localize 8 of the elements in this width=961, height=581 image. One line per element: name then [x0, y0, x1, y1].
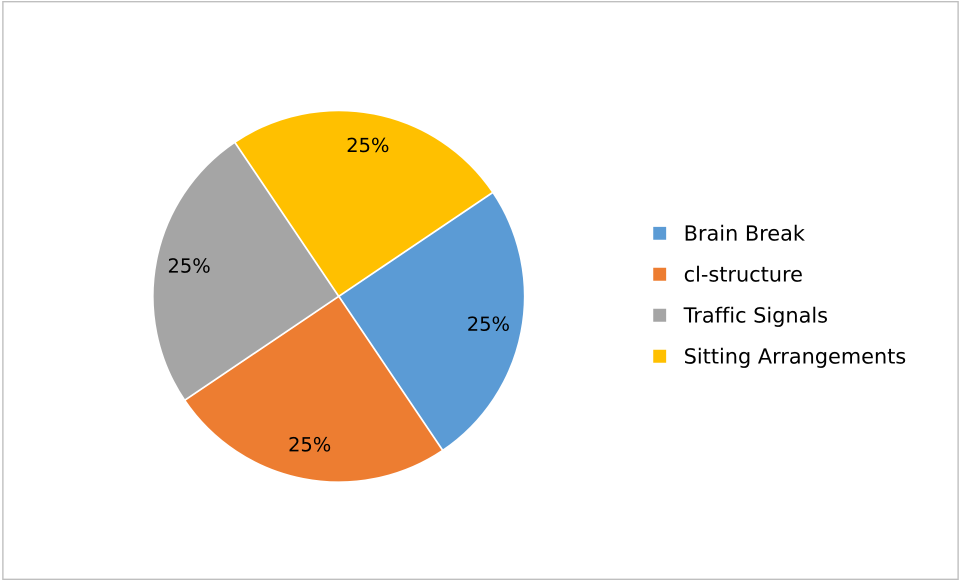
legend-label: Sitting Arrangements — [685, 348, 906, 368]
data-label: 25% — [289, 436, 330, 452]
data-label: 25% — [168, 258, 210, 273]
legend-label: Traffic Signals — [684, 306, 828, 327]
data-label: 25% — [348, 138, 388, 152]
legend-label: cl-structure — [684, 266, 802, 282]
data-label: 25% — [468, 316, 509, 332]
legend-label: Brain Break — [686, 224, 805, 241]
